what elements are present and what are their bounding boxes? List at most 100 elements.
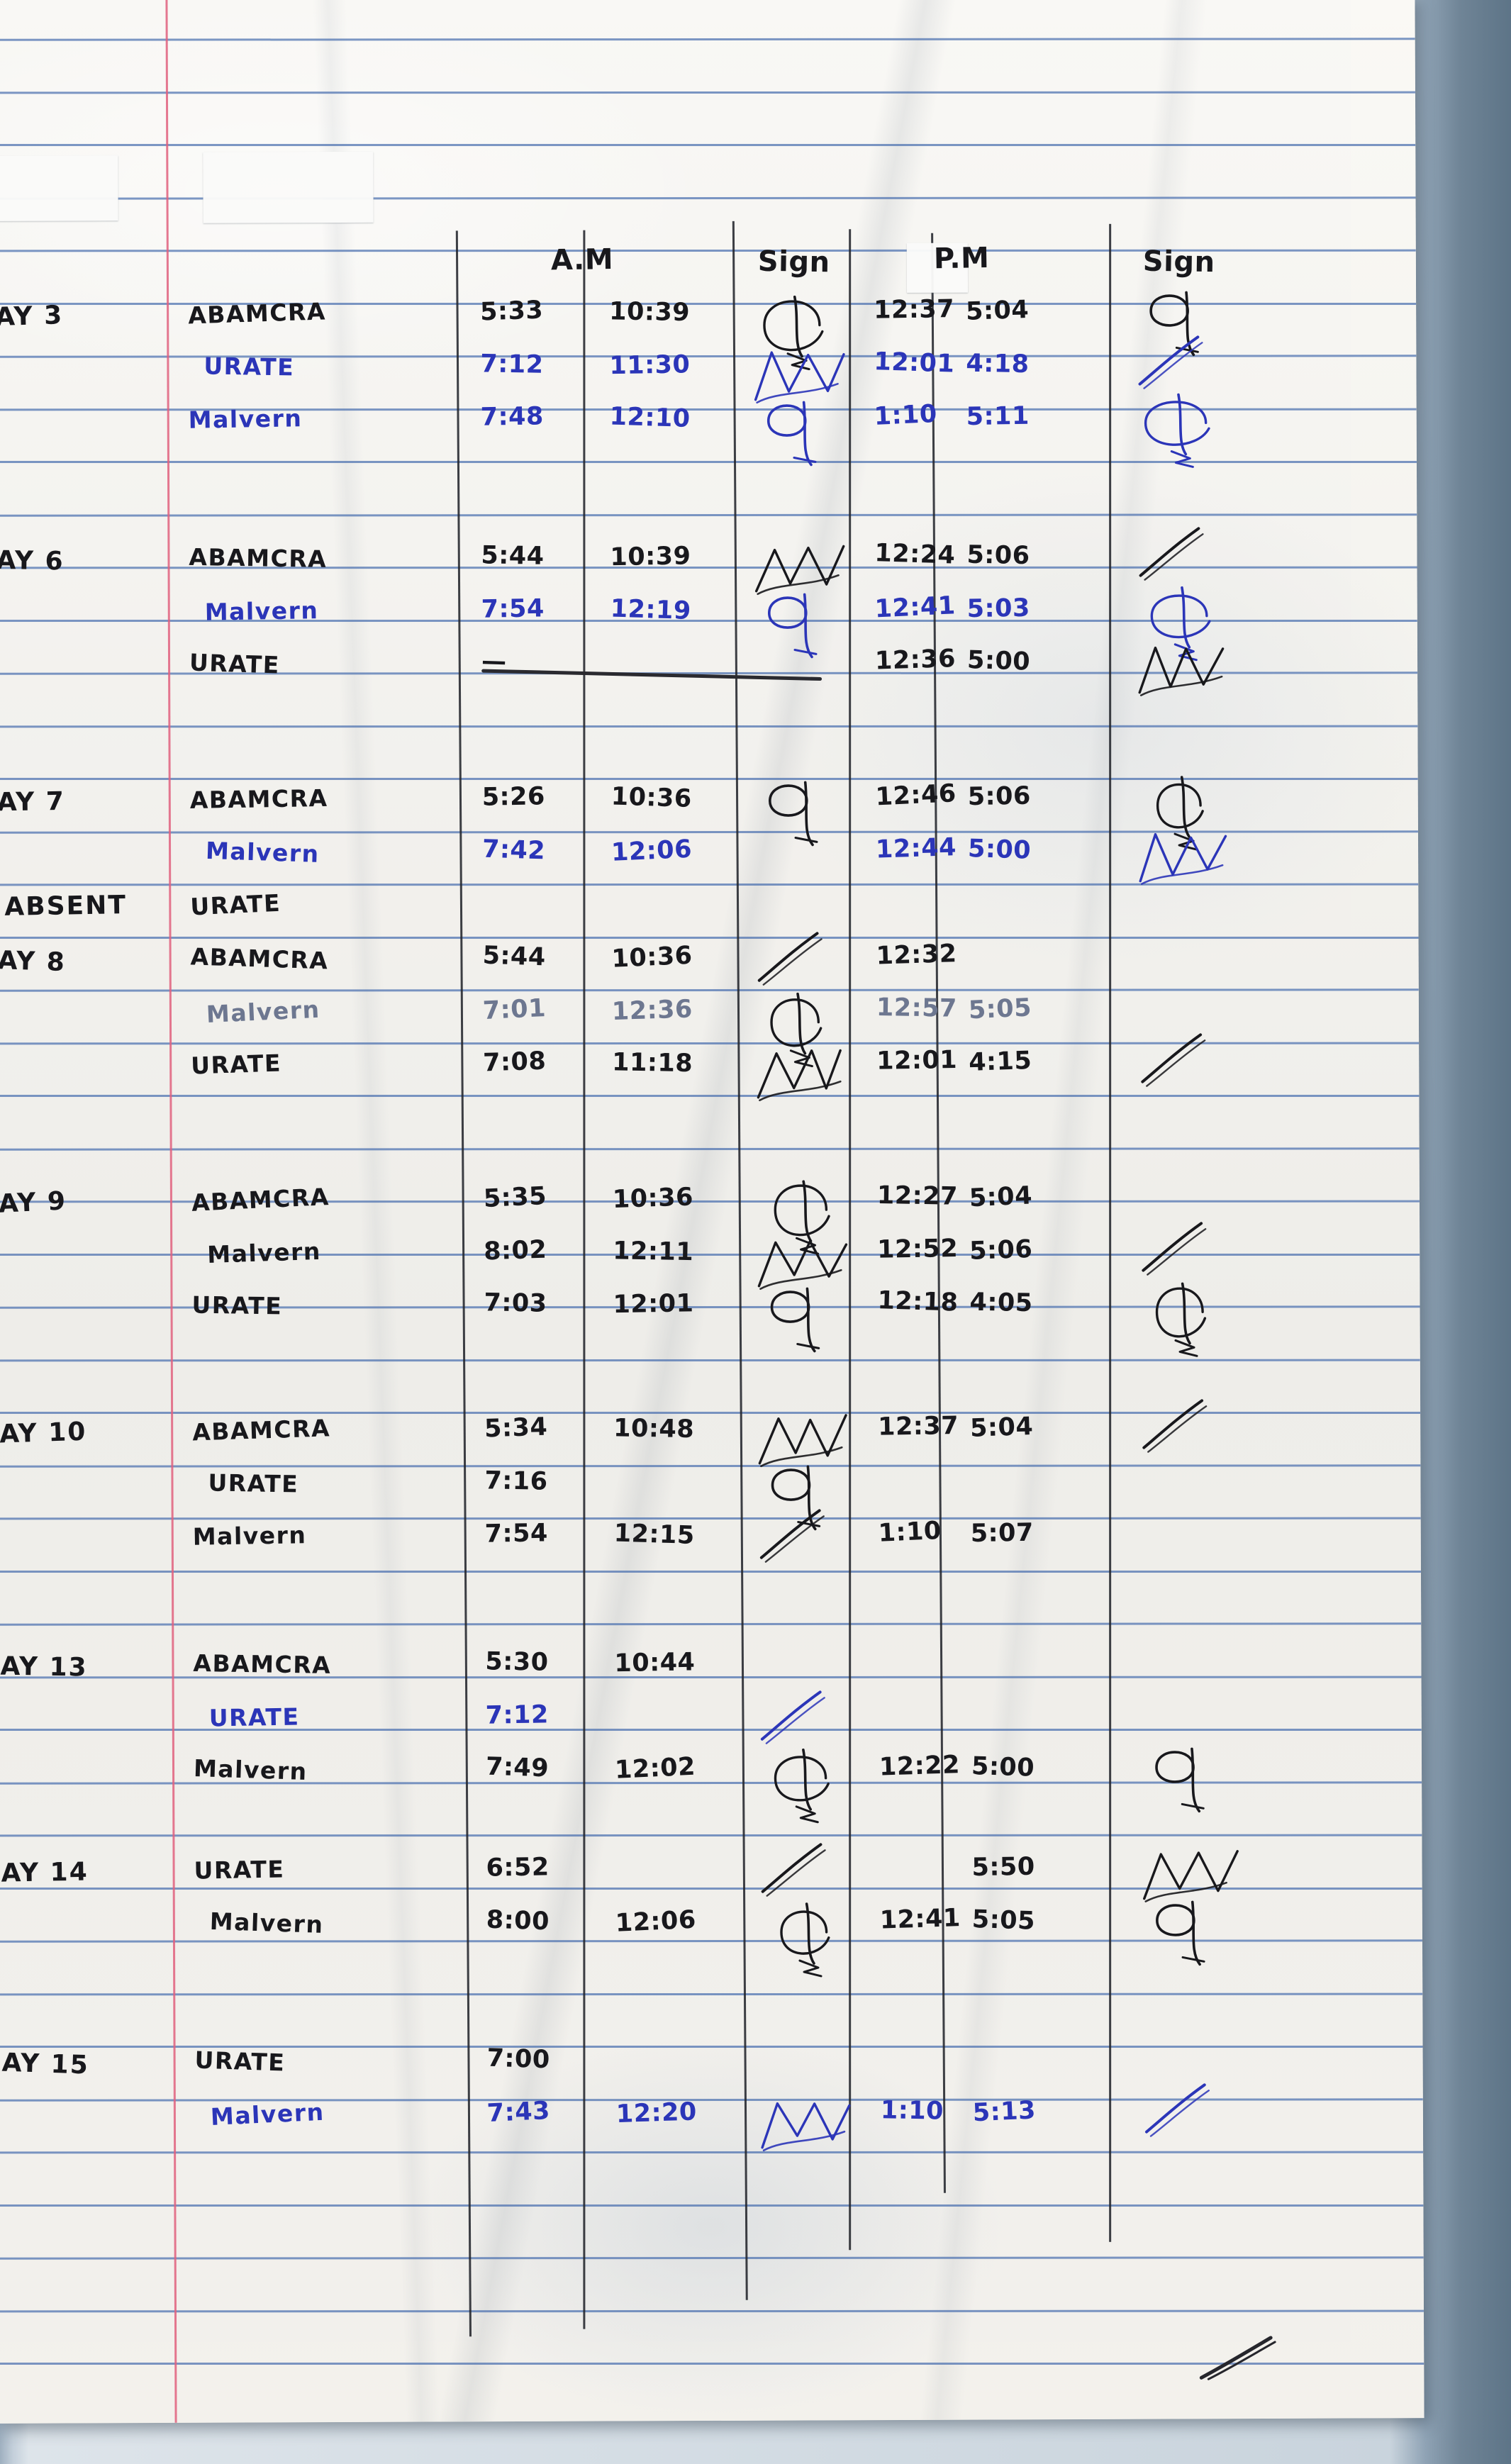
time-am-in: 7:48 [480,402,545,432]
time-pm-in: 12:24 [874,539,956,570]
time-pm-out: 4:18 [966,349,1030,379]
time-pm-out: 5:03 [966,593,1031,623]
time-am-out: 10:48 [613,1414,695,1444]
signature-am [752,926,858,1012]
employee-name: Malvern [206,1237,322,1269]
time-am-in: 5:26 [481,782,546,812]
day-label: AY 8 [0,946,67,978]
employee-name: URATE [194,1855,285,1885]
signature-pm [1136,1216,1242,1302]
table-column-rule [1109,223,1111,2242]
time-pm-out: 4:05 [969,1288,1033,1318]
employee-name: ABAMCRA [187,297,327,330]
header-sign-pm: Sign [1142,245,1215,279]
time-am-out: 12:10 [609,402,691,434]
signature-pm [1135,1027,1242,1113]
day-label: AY 3 [0,301,64,333]
ruled-line [0,38,1415,41]
time-pm-in: 12:37 [873,294,955,325]
time-pm-out: 5:04 [969,1412,1034,1443]
signature-am [754,1398,860,1483]
ruled-line [0,2204,1424,2207]
employee-name: ABAMCRA [189,784,328,814]
employee-name: ABAMCRA [191,1182,330,1217]
time-am-in: 5:35 [483,1182,547,1214]
time-pm-in: 1:10 [877,1516,942,1548]
signature-pm [1138,1833,1244,1919]
employee-name: Malvern [209,1907,325,1939]
signature-pm [1136,1269,1242,1357]
signature-am [752,1032,859,1117]
time-pm-out: 5:11 [966,401,1030,432]
time-pm-in: 12:32 [876,940,958,971]
time-am-out: 12:11 [612,1236,694,1266]
time-pm-in: 12:52 [876,1234,959,1264]
time-am-in: 7:49 [485,1752,550,1783]
signature-pm [1139,2078,1246,2163]
signature-pm [1132,330,1239,416]
time-pm-out: 5:05 [971,1905,1036,1936]
signature-pm [1133,521,1239,607]
employee-name: URATE [208,1702,300,1732]
time-am-out: 12:15 [613,1519,696,1551]
employee-name: ABAMCRA [193,1649,332,1679]
employee-name: URATE [189,648,281,679]
signature-am [755,1737,862,1824]
signature-am [751,579,857,664]
time-am-out: 10:44 [614,1648,696,1678]
time-pm-in: 12:41 [879,1903,961,1935]
time-am-out: 10:36 [610,941,693,974]
time-am-in: 7:54 [484,1519,549,1549]
time-pm-in: 12:01 [873,347,955,379]
time-pm-in: 12:57 [876,993,958,1023]
time-am-out: 12:06 [610,835,693,867]
time-am-out: 11:18 [611,1048,693,1078]
employee-name: Malvern [193,1754,308,1785]
correction-tape-patch [203,151,374,223]
employee-name: ABAMCRA [190,942,329,975]
time-pm-out: 5:04 [965,296,1030,326]
signature-pm [1139,1886,1245,1972]
time-am-in: 5:30 [485,1647,549,1677]
time-am-in: 7:01 [482,993,547,1025]
ruled-line [0,725,1418,728]
signature-am [753,1220,859,1306]
employee-name: Malvern [205,836,320,868]
time-am-in: 5:44 [482,941,547,972]
time-pm-out: 5:00 [971,1752,1035,1783]
table-column-rule [583,230,585,2329]
ruled-line [0,2256,1424,2260]
time-pm-in: 12:01 [876,1045,958,1076]
employee-name: URATE [194,2046,286,2077]
stray-pen-stroke [1197,2334,1282,2383]
signature-am [750,525,857,611]
day-label: AY 14 [1,1857,89,1888]
time-am-out: 12:20 [615,2097,698,2129]
ruled-line [0,144,1416,147]
correction-tape-patch [0,155,118,221]
employee-name: Malvern [204,596,319,626]
time-am-out: 10:39 [610,542,691,572]
signature-am [755,1837,862,1923]
signature-am [755,1685,862,1771]
time-am-in: 7:00 [486,2044,551,2075]
time-am-in: 5:33 [479,296,544,327]
ruled-line [0,936,1419,939]
time-pm-out: 5:04 [969,1181,1033,1213]
time-pm-in: 12:18 [876,1286,959,1317]
time-am-in: 7:12 [480,349,544,379]
ruled-line [0,1147,1420,1151]
time-pm-in: 12:37 [877,1411,959,1442]
time-pm-out: 5:50 [971,1852,1035,1883]
signature-pm [1133,382,1239,468]
ruled-line [0,1570,1421,1573]
time-am-in: 8:02 [483,1235,547,1266]
time-pm-out: 5:05 [968,993,1032,1025]
time-am-out: 12:02 [614,1752,696,1785]
time-am-out: 11:30 [609,350,691,380]
time-am-in: 8:00 [486,1905,550,1936]
time-pm-in: 12:46 [874,779,957,812]
day-label: AY 13 [0,1651,88,1683]
day-label: AY 15 [1,2048,90,2080]
time-pm-in: 12:22 [879,1751,961,1782]
